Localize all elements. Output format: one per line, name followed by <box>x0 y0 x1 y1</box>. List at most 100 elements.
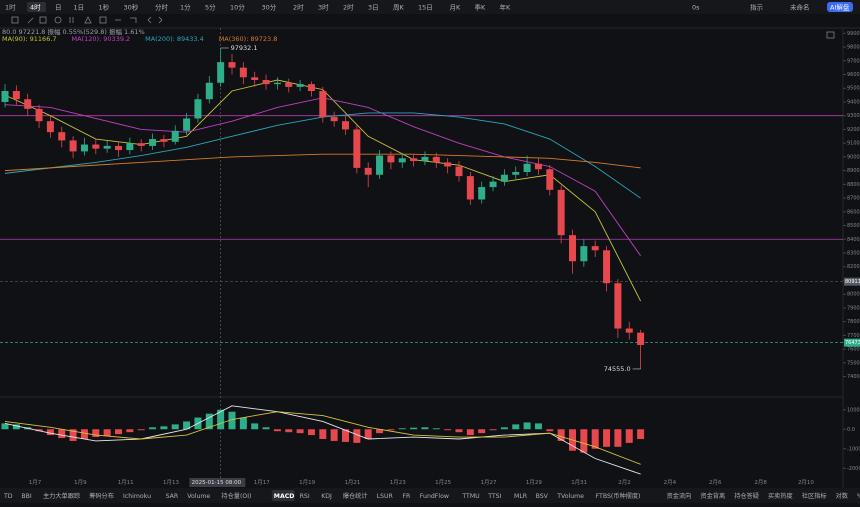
timeframe[interactable]: 1分 <box>180 3 191 12</box>
indicator-tab[interactable]: FR <box>402 493 411 500</box>
x-tick-label: 1月29 <box>526 479 542 486</box>
macd-bar <box>296 429 304 434</box>
y-tick-label: 87000 <box>847 196 860 202</box>
y-tick-label: 80000 <box>847 292 860 298</box>
timeframe[interactable]: 年K <box>500 3 512 12</box>
indicator-tab[interactable]: 资金流向 <box>667 492 692 500</box>
ma-legend: MA(360): 89723.8 <box>219 35 278 43</box>
indicator-tab[interactable]: SAR <box>166 493 179 500</box>
x-tick-label: 1月7 <box>29 479 42 486</box>
macd-bar <box>444 429 452 431</box>
macd-bar <box>410 427 418 430</box>
timeframe[interactable]: 5分 <box>205 3 216 12</box>
indicator-tab[interactable]: MACD <box>274 493 295 500</box>
timeframe[interactable]: 30秒 <box>124 3 139 12</box>
candle-body <box>194 99 202 119</box>
x-tick-label: 1月13 <box>163 479 179 486</box>
x-tick-label: 1月27 <box>481 479 497 486</box>
timeframe[interactable]: 日 <box>55 4 62 12</box>
x-tick-label: 1月23 <box>390 479 406 486</box>
timeframe[interactable]: 3日 <box>368 4 379 12</box>
candle-body <box>69 140 77 152</box>
ma-legend: MA(90): 91166.7 <box>2 35 57 43</box>
indicator-tab[interactable]: FundFlow <box>420 493 449 500</box>
timeframe[interactable]: 分时 <box>155 3 169 12</box>
toolbar-item[interactable]: 未命名 <box>790 3 810 12</box>
indicator-tab[interactable]: 资金背离 <box>700 492 725 500</box>
indicator-tab[interactable]: LSUR <box>377 493 394 500</box>
y-tick-label: 79000 <box>847 305 860 311</box>
indicator-tab[interactable]: Volume <box>187 493 210 500</box>
macd-bar <box>217 409 225 430</box>
timeframe[interactable]: 季K <box>475 3 487 12</box>
macd-bar <box>80 429 88 439</box>
indicator-tab[interactable]: TTMU <box>461 493 479 500</box>
macd-bar <box>614 429 622 447</box>
y-tick-label: 96000 <box>847 72 860 78</box>
indicator-tab[interactable]: TD <box>3 493 13 500</box>
timeframe[interactable]: 1日 <box>74 4 85 12</box>
y-tick-label: 76000 <box>847 347 860 353</box>
toolbar-item[interactable]: AI解盘 <box>830 3 850 12</box>
macd-bar <box>171 424 179 430</box>
timeframe[interactable]: 4时 <box>30 3 41 12</box>
macd-bar <box>183 421 191 430</box>
indicator-tab[interactable]: % <box>857 493 860 500</box>
timeframe[interactable]: 10分 <box>230 3 245 12</box>
macd-bar <box>603 429 611 447</box>
timeframe[interactable]: 2时 <box>293 3 304 12</box>
toolbar-item[interactable]: 0s <box>692 4 700 12</box>
timeframe[interactable]: 1时 <box>5 3 16 12</box>
timeframe[interactable]: 周K <box>393 4 405 12</box>
timeframe[interactable]: 1秒 <box>99 3 110 12</box>
candle-body <box>500 174 508 182</box>
macd-bar <box>534 423 542 430</box>
x-tick-label: 2月2 <box>618 479 631 486</box>
macd-bar <box>46 429 54 436</box>
ma-line <box>4 153 641 172</box>
indicator-tab[interactable]: FTBS(币种摆度) <box>596 492 641 500</box>
macd-bar <box>580 429 588 453</box>
info-row: 80.0 97221.8 振幅 0.55%(529.8) 振幅 1.61% <box>2 27 145 36</box>
timeframe[interactable]: 月K <box>450 4 462 12</box>
indicator-tab[interactable]: Ichimoku <box>123 493 151 500</box>
macd-bar <box>353 429 361 443</box>
candle-body <box>296 84 304 87</box>
timeframe[interactable]: 30分 <box>262 3 277 12</box>
x-tick-label: 1月31 <box>571 479 587 486</box>
indicator-tab[interactable]: 社区指标 <box>802 492 827 500</box>
y-tick-label: 94000 <box>847 99 860 105</box>
indicator-tab[interactable]: 对数 <box>836 492 849 500</box>
timeframe[interactable]: 15日 <box>418 4 433 12</box>
timeframe[interactable]: 2时 <box>343 3 354 12</box>
ma-legend: MA(200): 89433.4 <box>145 35 204 43</box>
indicator-tab[interactable]: TVolume <box>556 493 584 500</box>
candle-body <box>421 156 429 162</box>
timeframe[interactable]: 3时 <box>318 3 329 12</box>
y-tick-label: 90000 <box>847 154 860 160</box>
indicator-tab[interactable]: BBI <box>21 493 31 500</box>
indicator-tab[interactable]: KDJ <box>321 493 332 500</box>
indicator-tab[interactable]: 买卖热度 <box>768 492 793 500</box>
indicator-tab[interactable]: 持仓答疑 <box>734 492 759 500</box>
indicator-tab[interactable]: MLR <box>514 493 528 500</box>
x-tick-label: 2月10 <box>798 479 814 486</box>
indicator-tab[interactable]: 筹码分布 <box>89 492 114 500</box>
macd-bar <box>376 429 384 434</box>
candle-body <box>24 99 32 109</box>
x-tick-label: 1月25 <box>435 479 451 486</box>
candle-body <box>637 332 645 345</box>
indicator-tab[interactable]: 持仓量(OI) <box>221 492 251 500</box>
macd-bar <box>273 429 281 432</box>
candle-body <box>217 62 225 83</box>
x-tick-label: 2月4 <box>664 479 677 486</box>
y-tick-label: 91000 <box>847 141 860 147</box>
indicator-tab[interactable]: 主力大单跟踪 <box>43 492 80 500</box>
candle-body <box>285 82 293 87</box>
indicator-tab[interactable]: 爆仓统计 <box>343 492 368 500</box>
indicator-tab[interactable]: BSV <box>536 493 549 500</box>
indicator-tab[interactable]: TTSI <box>487 493 501 500</box>
toolbar-item[interactable]: 指示 <box>750 3 764 12</box>
indicator-tab[interactable]: RSI <box>300 493 310 500</box>
